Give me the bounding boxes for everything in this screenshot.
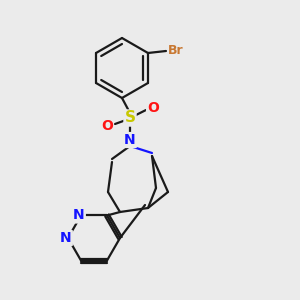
Text: N: N [124,133,136,147]
Text: N: N [73,208,85,223]
Text: O: O [147,101,159,115]
Text: N: N [60,231,72,245]
Text: O: O [101,119,113,133]
Text: Br: Br [168,44,184,58]
Text: S: S [124,110,136,125]
